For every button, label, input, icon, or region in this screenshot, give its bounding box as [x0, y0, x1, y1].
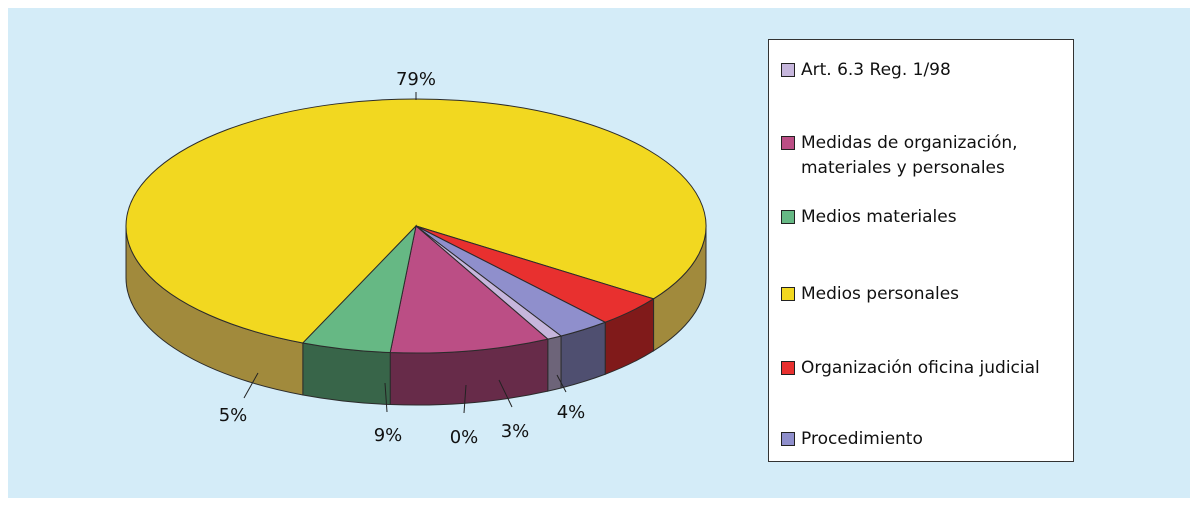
legend-swatch: [781, 210, 795, 224]
legend-swatch: [781, 63, 795, 77]
legend-swatch: [781, 361, 795, 375]
pie-slice-2: [301, 224, 417, 354]
data-label-2: 5%: [219, 405, 248, 426]
legend-swatch: [781, 287, 795, 301]
legend-label: Organización oficina judicial: [801, 358, 1040, 378]
legend-label: Medios materiales: [801, 207, 957, 227]
leader-line-4: [556, 374, 567, 393]
pie-side-0: [547, 335, 562, 392]
legend-item-medidas-organizacion: Medidas de organización, materiales y pe…: [781, 131, 1076, 181]
leader-line-2: [243, 372, 259, 399]
legend-swatch: [781, 136, 795, 150]
legend-item-medios-materiales: Medios materiales: [781, 205, 1076, 230]
legend-item-procedimiento: Procedimiento: [781, 427, 1076, 452]
pie-slice-1: [389, 225, 549, 354]
legend-label: Medidas de organización, materiales y pe…: [801, 133, 1018, 178]
legend-swatch: [781, 432, 795, 446]
data-label-1: 9%: [374, 425, 403, 446]
data-label-4: 4%: [557, 402, 586, 423]
legend-label: Medios personales: [801, 284, 960, 304]
leader-line-5: [498, 379, 513, 408]
pie-slice-3: [125, 98, 707, 344]
legend: Art. 6.3 Reg. 1/98 Medidas de organizaci…: [768, 39, 1074, 462]
leader-line-0: [463, 384, 467, 414]
leader-line-1: [384, 382, 388, 413]
legend-item-organizacion-oficina: Organización oficina judicial: [781, 356, 1076, 381]
data-label-3: 79%: [396, 69, 436, 90]
legend-label: Art. 6.3 Reg. 1/98: [801, 60, 951, 80]
data-label-0: 0%: [450, 427, 479, 448]
pie-chart: 0% 9% 5% 79% 4% 3%: [125, 69, 707, 448]
pie-tops: [125, 98, 707, 354]
legend-item-art-6-3: Art. 6.3 Reg. 1/98: [781, 58, 1076, 83]
legend-label: Procedimiento: [801, 429, 923, 449]
data-labels: 0% 9% 5% 79% 4% 3%: [219, 69, 586, 448]
legend-item-medios-personales: Medios personales: [781, 282, 1076, 307]
data-label-5: 3%: [501, 421, 530, 442]
